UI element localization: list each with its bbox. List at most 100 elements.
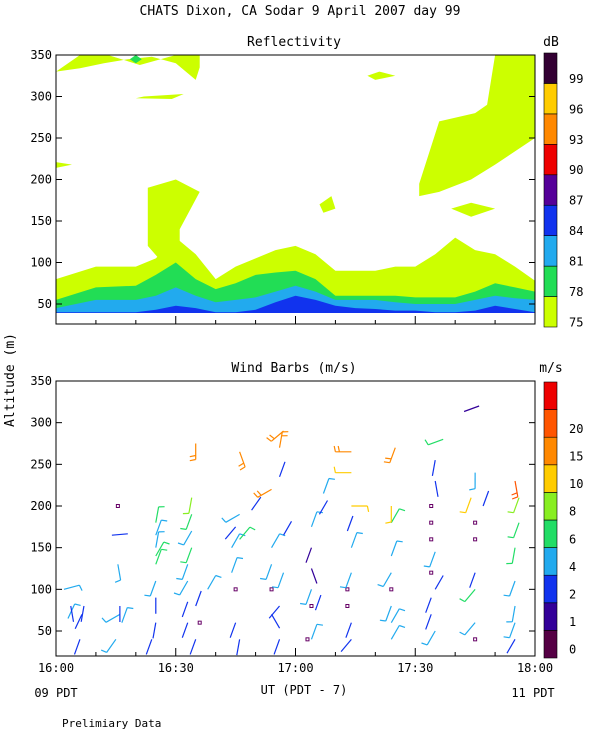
wind-barb: [483, 491, 488, 506]
wind-barb-flag: [340, 587, 346, 588]
wind-barb: [269, 606, 279, 618]
wind-barb: [474, 521, 477, 524]
wind-barb-calm: [346, 588, 349, 591]
wind-barb-shaft: [184, 531, 192, 545]
figure-title: CHATS Dixon, CA Sodar 9 April 2007 day 9…: [140, 4, 461, 19]
wind-barb-shaft: [346, 573, 351, 588]
wind-barb-flag: [254, 493, 258, 497]
wind-barb-flag: [367, 506, 368, 512]
wind-barb-calm: [474, 521, 477, 524]
wind-colorbar-label-15: 15: [569, 450, 583, 464]
wind-barb: [64, 585, 82, 590]
wind-barb-shaft: [341, 639, 351, 651]
time-right-label: 11 PDT: [511, 686, 554, 700]
wind-barb-flag: [190, 460, 196, 461]
reflectivity-y-tick-label-350: 350: [30, 48, 52, 62]
wind-barb-shaft: [182, 602, 187, 617]
wind-barb: [430, 538, 433, 541]
wind-barb-shaft: [237, 639, 240, 655]
wind-barb: [341, 639, 351, 651]
wind-colorbar-label-4: 4: [569, 560, 576, 574]
wind-barb-shaft: [284, 521, 292, 535]
wind-barb-shaft: [347, 516, 353, 531]
wind-barb-flag: [380, 620, 386, 621]
wind-barb-shaft: [186, 548, 192, 563]
wind-barb-flag: [399, 626, 405, 628]
reflectivity-colorbar-label-99: 99: [569, 72, 583, 86]
wind-units-label: m/s: [539, 361, 562, 376]
wind-barb: [198, 621, 201, 624]
wind-barb-shaft: [266, 564, 271, 579]
wind-barb: [351, 506, 368, 512]
wind-barb-flag: [508, 512, 514, 513]
wind-colorbar-swatch-0: [544, 630, 557, 658]
reflectivity-y-tick-label-250: 250: [30, 131, 52, 145]
reflectivity-plot-area: [56, 55, 535, 313]
wind-barb: [272, 534, 286, 548]
wind-barb-flag: [338, 446, 339, 452]
wind-barb: [153, 623, 156, 639]
wind-y-tick-label-200: 200: [30, 499, 52, 513]
wind-barb-flag: [508, 537, 514, 538]
wind-barb: [190, 444, 196, 461]
wind-barb-calm: [270, 588, 273, 591]
wind-colorbar-label-20: 20: [569, 422, 583, 436]
wind-barb: [390, 588, 393, 591]
wind-barb: [180, 548, 191, 563]
wind-barb-calm: [198, 621, 201, 624]
wind-barb-shaft: [274, 639, 279, 654]
wind-barb: [507, 639, 515, 653]
wind-barb-shaft: [383, 573, 391, 587]
wind-barb: [391, 541, 402, 556]
reflectivity-colorbar-swatch-0: [544, 297, 557, 327]
wind-colorbar-label-2: 2: [569, 588, 576, 602]
wind-barb: [176, 564, 187, 579]
wind-barb-shaft: [426, 614, 432, 629]
wind-colorbar-swatch-5: [544, 492, 557, 520]
wind-barb-flag: [504, 595, 510, 596]
reflectivity-colorbar-swatch-5: [544, 144, 557, 174]
wind-barb-flag: [424, 566, 430, 567]
wind-barb-flag: [257, 491, 261, 495]
wind-barb: [497, 485, 511, 499]
wind-barb-shaft: [272, 614, 280, 628]
wind-barb-shaft: [346, 623, 351, 638]
wind-barb: [504, 581, 515, 596]
wind-barb: [284, 521, 292, 535]
wind-x-tick-label-0: 16:00: [38, 661, 74, 675]
wind-x-tick-label-1: 16:30: [158, 661, 194, 675]
reflectivity-patch-75db-7: [419, 55, 535, 196]
wind-barb: [122, 608, 133, 623]
wind-barb: [422, 631, 436, 645]
wind-barb: [306, 548, 311, 563]
wind-barb-flag: [499, 494, 505, 496]
wind-barb-shaft: [514, 498, 519, 513]
wind-barb-shaft: [232, 534, 240, 548]
wind-barb-calm: [474, 638, 477, 641]
wind-barb: [174, 581, 188, 595]
wind-barb-shaft: [351, 533, 357, 548]
wind-barb-flag: [164, 542, 170, 544]
reflectivity-colorbar-label-87: 87: [569, 194, 583, 208]
wind-barb-flag: [460, 512, 466, 513]
wind-barb: [196, 591, 201, 606]
wind-barb: [225, 527, 235, 539]
wind-barb-flag: [317, 624, 323, 625]
wind-barb: [474, 538, 477, 541]
wind-barb-shaft: [514, 523, 519, 538]
wind-barb-shaft: [315, 595, 320, 610]
wind-barb-flag: [329, 479, 335, 480]
wind-barb: [280, 462, 285, 477]
reflectivity-y-tick-label-300: 300: [30, 90, 52, 104]
wind-barb-calm: [430, 538, 433, 541]
wind-barb: [319, 501, 327, 515]
wind-barb: [190, 639, 196, 654]
wind-barb-shaft: [190, 639, 196, 654]
wind-barb-calm: [430, 571, 433, 574]
wind-barb-flag: [334, 446, 335, 452]
reflectivity-y-tick-label-50: 50: [38, 297, 52, 311]
reflectivity-colorbar-swatch-3: [544, 205, 557, 235]
